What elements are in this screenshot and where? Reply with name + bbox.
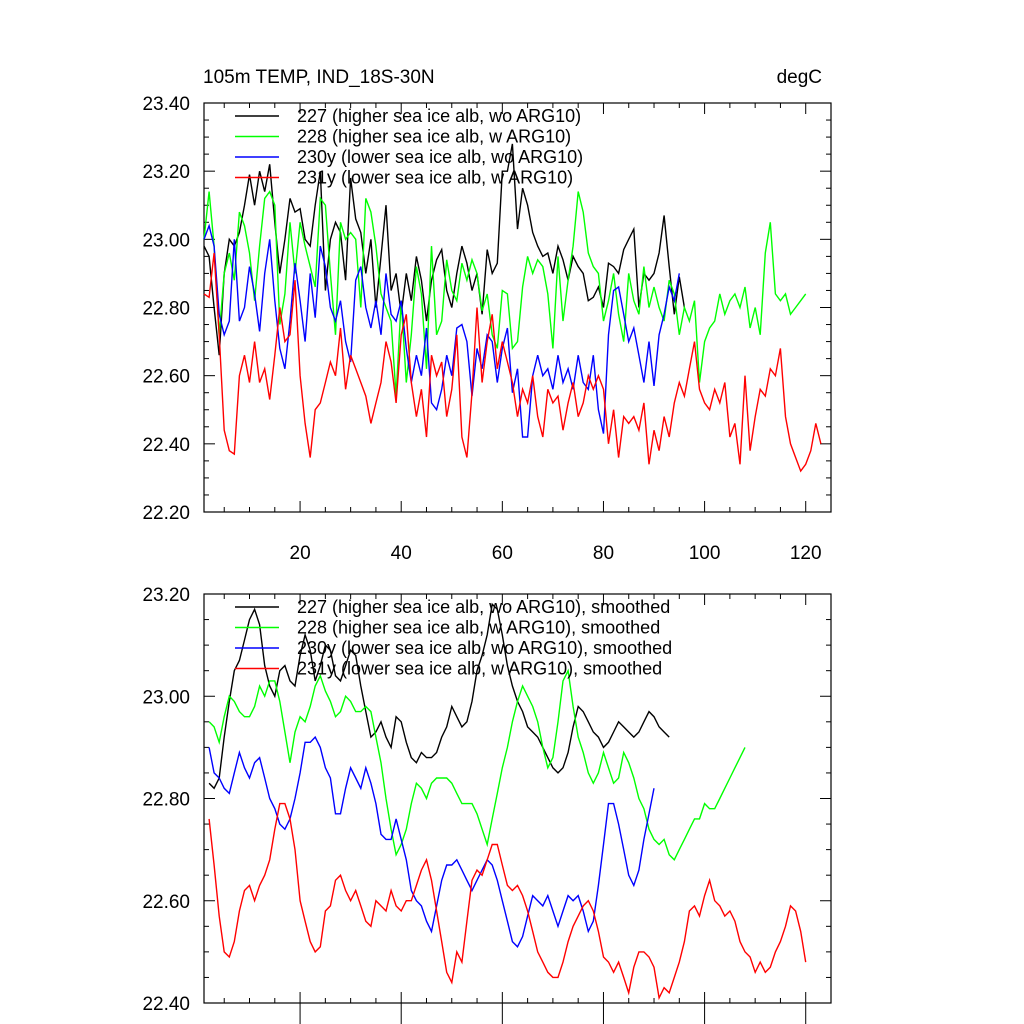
legend-label: 230y (lower sea ice alb, wo ARG10) — [297, 147, 583, 167]
series-line — [203, 143, 686, 356]
legend-label: 228 (higher sea ice alb, w ARG10) — [297, 127, 571, 147]
x-tick-label: 120 — [790, 543, 822, 564]
axis-ticks: 22.40 22.60 22.80 23.00 23.20 — [142, 585, 832, 1024]
y-tick-label: 22.60 — [142, 367, 190, 388]
legend-label: 231y (lower sea ice alb, w ARG10), smoot… — [297, 659, 662, 679]
y-tick-label: 22.20 — [142, 503, 190, 524]
y-tick-label: 22.80 — [142, 299, 190, 320]
y-tick-label: 22.60 — [142, 892, 190, 913]
axis-ticks: 22.20 22.40 22.60 22.80 23.00 23.20 23.40 20 40 6… — [142, 94, 832, 564]
y-tick-label: 22.80 — [142, 790, 190, 811]
chart-title: 105m TEMP, IND_18S-30N — [203, 67, 435, 88]
series-line — [203, 190, 807, 397]
x-tick-label: 100 — [689, 543, 721, 564]
x-tick-label: 80 — [593, 543, 614, 564]
y-tick-label: 23.00 — [142, 230, 190, 251]
x-tick-label: 60 — [492, 543, 513, 564]
series-lines — [203, 143, 822, 473]
legend-label: 230y (lower sea ice alb, wo ARG10), smoo… — [297, 638, 672, 658]
y-tick-label: 23.20 — [142, 162, 190, 183]
y-tick-label: 23.00 — [142, 687, 190, 708]
legend-label: 227 (higher sea ice alb, wo ARG10), smoo… — [297, 597, 670, 617]
top-chart-panel: 105m TEMP, IND_18S-30N degC 22.2022.4022… — [142, 67, 832, 564]
series-line — [208, 802, 807, 1001]
y-tick-label: 22.40 — [142, 435, 190, 456]
series-line — [208, 735, 655, 948]
legend-label: 228 (higher sea ice alb, w ARG10), smoot… — [297, 618, 660, 638]
series-line — [208, 602, 670, 790]
legend: 227 (higher sea ice alb, wo ARG10)228 (h… — [235, 106, 583, 188]
y-tick-label: 22.40 — [142, 994, 190, 1015]
x-tick-label: 20 — [290, 543, 311, 564]
series-line — [203, 252, 822, 473]
x-tick-label: 40 — [391, 543, 412, 564]
legend: 227 (higher sea ice alb, wo ARG10), smoo… — [235, 597, 672, 679]
legend-label: 227 (higher sea ice alb, wo ARG10) — [297, 106, 581, 126]
y-tick-label: 23.20 — [142, 585, 190, 606]
series-line — [208, 668, 746, 861]
y-tick-label: 23.40 — [142, 94, 190, 115]
series-line — [203, 223, 680, 438]
bottom-chart-panel: 22.40 22.60 22.80 23.00 23.20 227 (higher se… — [142, 585, 832, 1024]
series-lines — [208, 602, 807, 1001]
chart-units-label: degC — [777, 67, 822, 88]
legend-label: 231y (lower sea ice alb, w ARG10) — [297, 168, 573, 188]
